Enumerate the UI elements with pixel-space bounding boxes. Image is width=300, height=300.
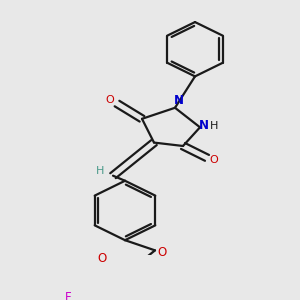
Text: H: H [210,121,218,130]
Text: F: F [64,291,71,300]
Text: N: N [199,119,209,132]
Text: O: O [98,251,106,265]
Text: O: O [106,95,114,105]
Text: O: O [210,155,218,165]
Text: O: O [158,246,166,260]
Text: N: N [174,94,184,107]
Text: H: H [96,167,104,176]
